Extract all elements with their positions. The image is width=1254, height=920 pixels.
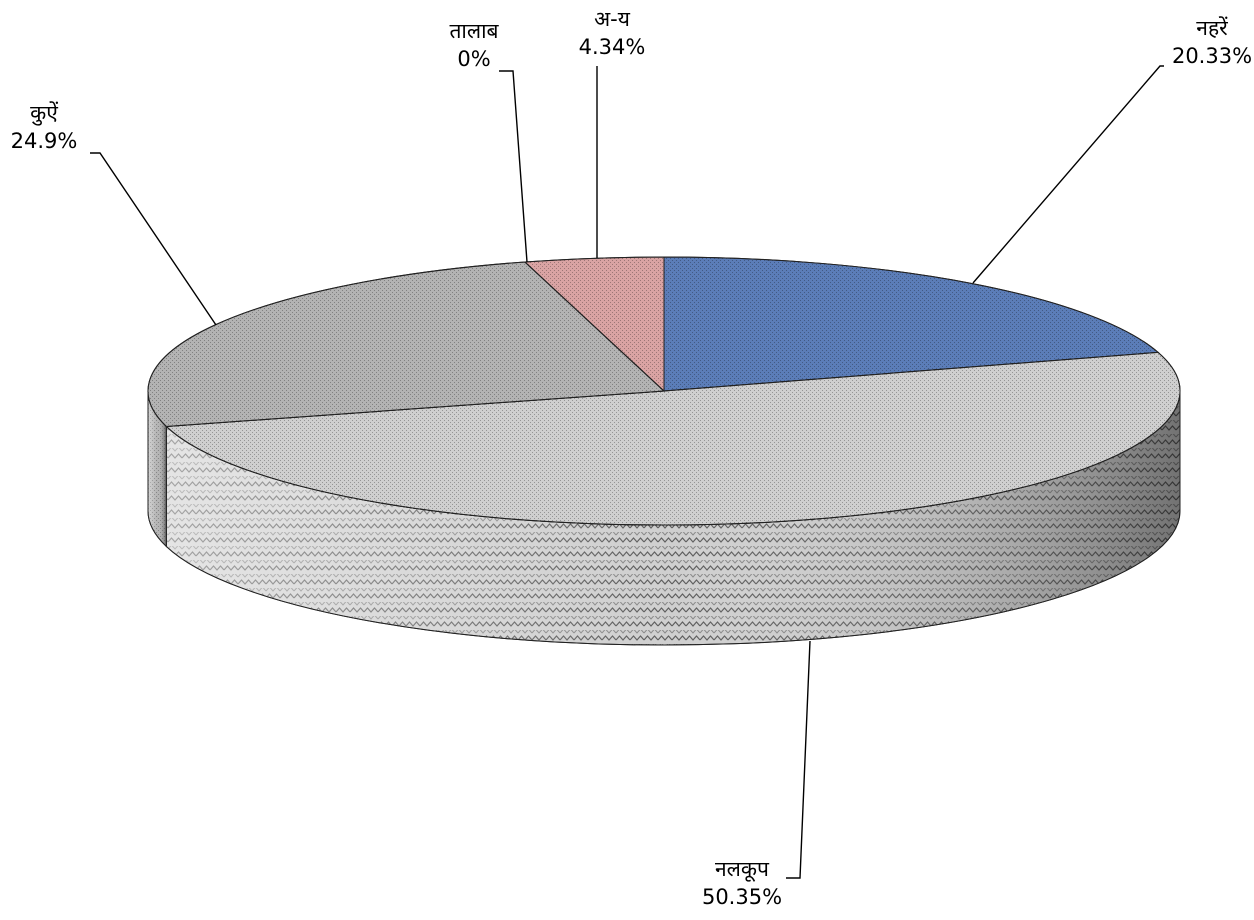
slice-label-0: नहरें [1196,16,1228,40]
leader-line-0 [972,65,1164,284]
slice-label-4: अ-य [594,7,631,31]
slice-label-3: तालाब [449,19,499,43]
slice-value-label-2: 24.9% [11,129,78,153]
leader-line-2 [90,152,217,326]
slice-label-2: कुऐं [30,101,58,126]
pie-slice-2-texture [147,261,666,427]
slice-value-label-0: 20.33% [1172,44,1252,68]
leader-line-1 [786,640,811,879]
slice-value-label-3: 0% [457,47,490,71]
pie-slice-1-texture [165,351,1181,526]
slice-value-label-4: 4.34% [579,35,646,59]
slice-label-1: नलकूप [715,857,770,882]
pie-slice-0-texture [663,256,1160,392]
slice-value-label-1: 50.35% [702,885,782,909]
leader-line-3 [499,70,528,263]
pie-slice-4-texture [523,256,665,393]
